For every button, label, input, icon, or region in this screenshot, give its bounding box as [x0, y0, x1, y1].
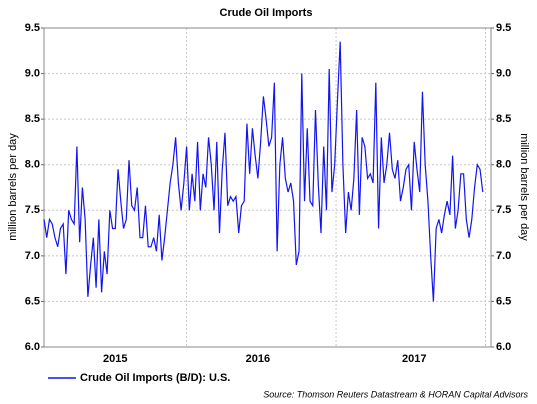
- y2-tick-label: 8.0: [496, 159, 511, 171]
- y-tick-label: 6.5: [25, 295, 40, 307]
- plot-frame: [43, 27, 492, 348]
- chart-title: Crude Oil Imports: [220, 7, 313, 19]
- y2-tick-label: 9.5: [496, 22, 511, 34]
- y2-tick-label: 9.0: [496, 67, 511, 79]
- y2-axis-label: million barrels per day: [518, 133, 530, 241]
- data-line: [43, 41, 484, 302]
- y2-tick-label: 6.0: [496, 341, 511, 353]
- y-tick-label: 6.0: [25, 341, 40, 353]
- x-tick-label: 2016: [246, 353, 270, 365]
- y-tick-label: 8.5: [25, 113, 40, 125]
- y-tick-label: 7.5: [25, 204, 40, 216]
- source-note: Source: Thomson Reuters Datastream & HOR…: [263, 389, 528, 399]
- y-tick-label: 9.5: [25, 22, 40, 34]
- y2-tick-label: 7.0: [496, 250, 511, 262]
- y-tick-label: 9.0: [25, 67, 40, 79]
- y-tick-label: 7.0: [25, 250, 40, 262]
- y2-tick-label: 7.5: [496, 204, 511, 216]
- y-tick-label: 8.0: [25, 159, 40, 171]
- x-tick-label: 2017: [402, 353, 426, 365]
- y2-tick-label: 6.5: [496, 295, 511, 307]
- y2-tick-label: 8.5: [496, 113, 511, 125]
- y-axis-label: million barrels per day: [7, 133, 19, 241]
- legend-label: Crude Oil Imports (B/D): U.S.: [80, 372, 230, 384]
- x-tick-label: 2015: [103, 353, 127, 365]
